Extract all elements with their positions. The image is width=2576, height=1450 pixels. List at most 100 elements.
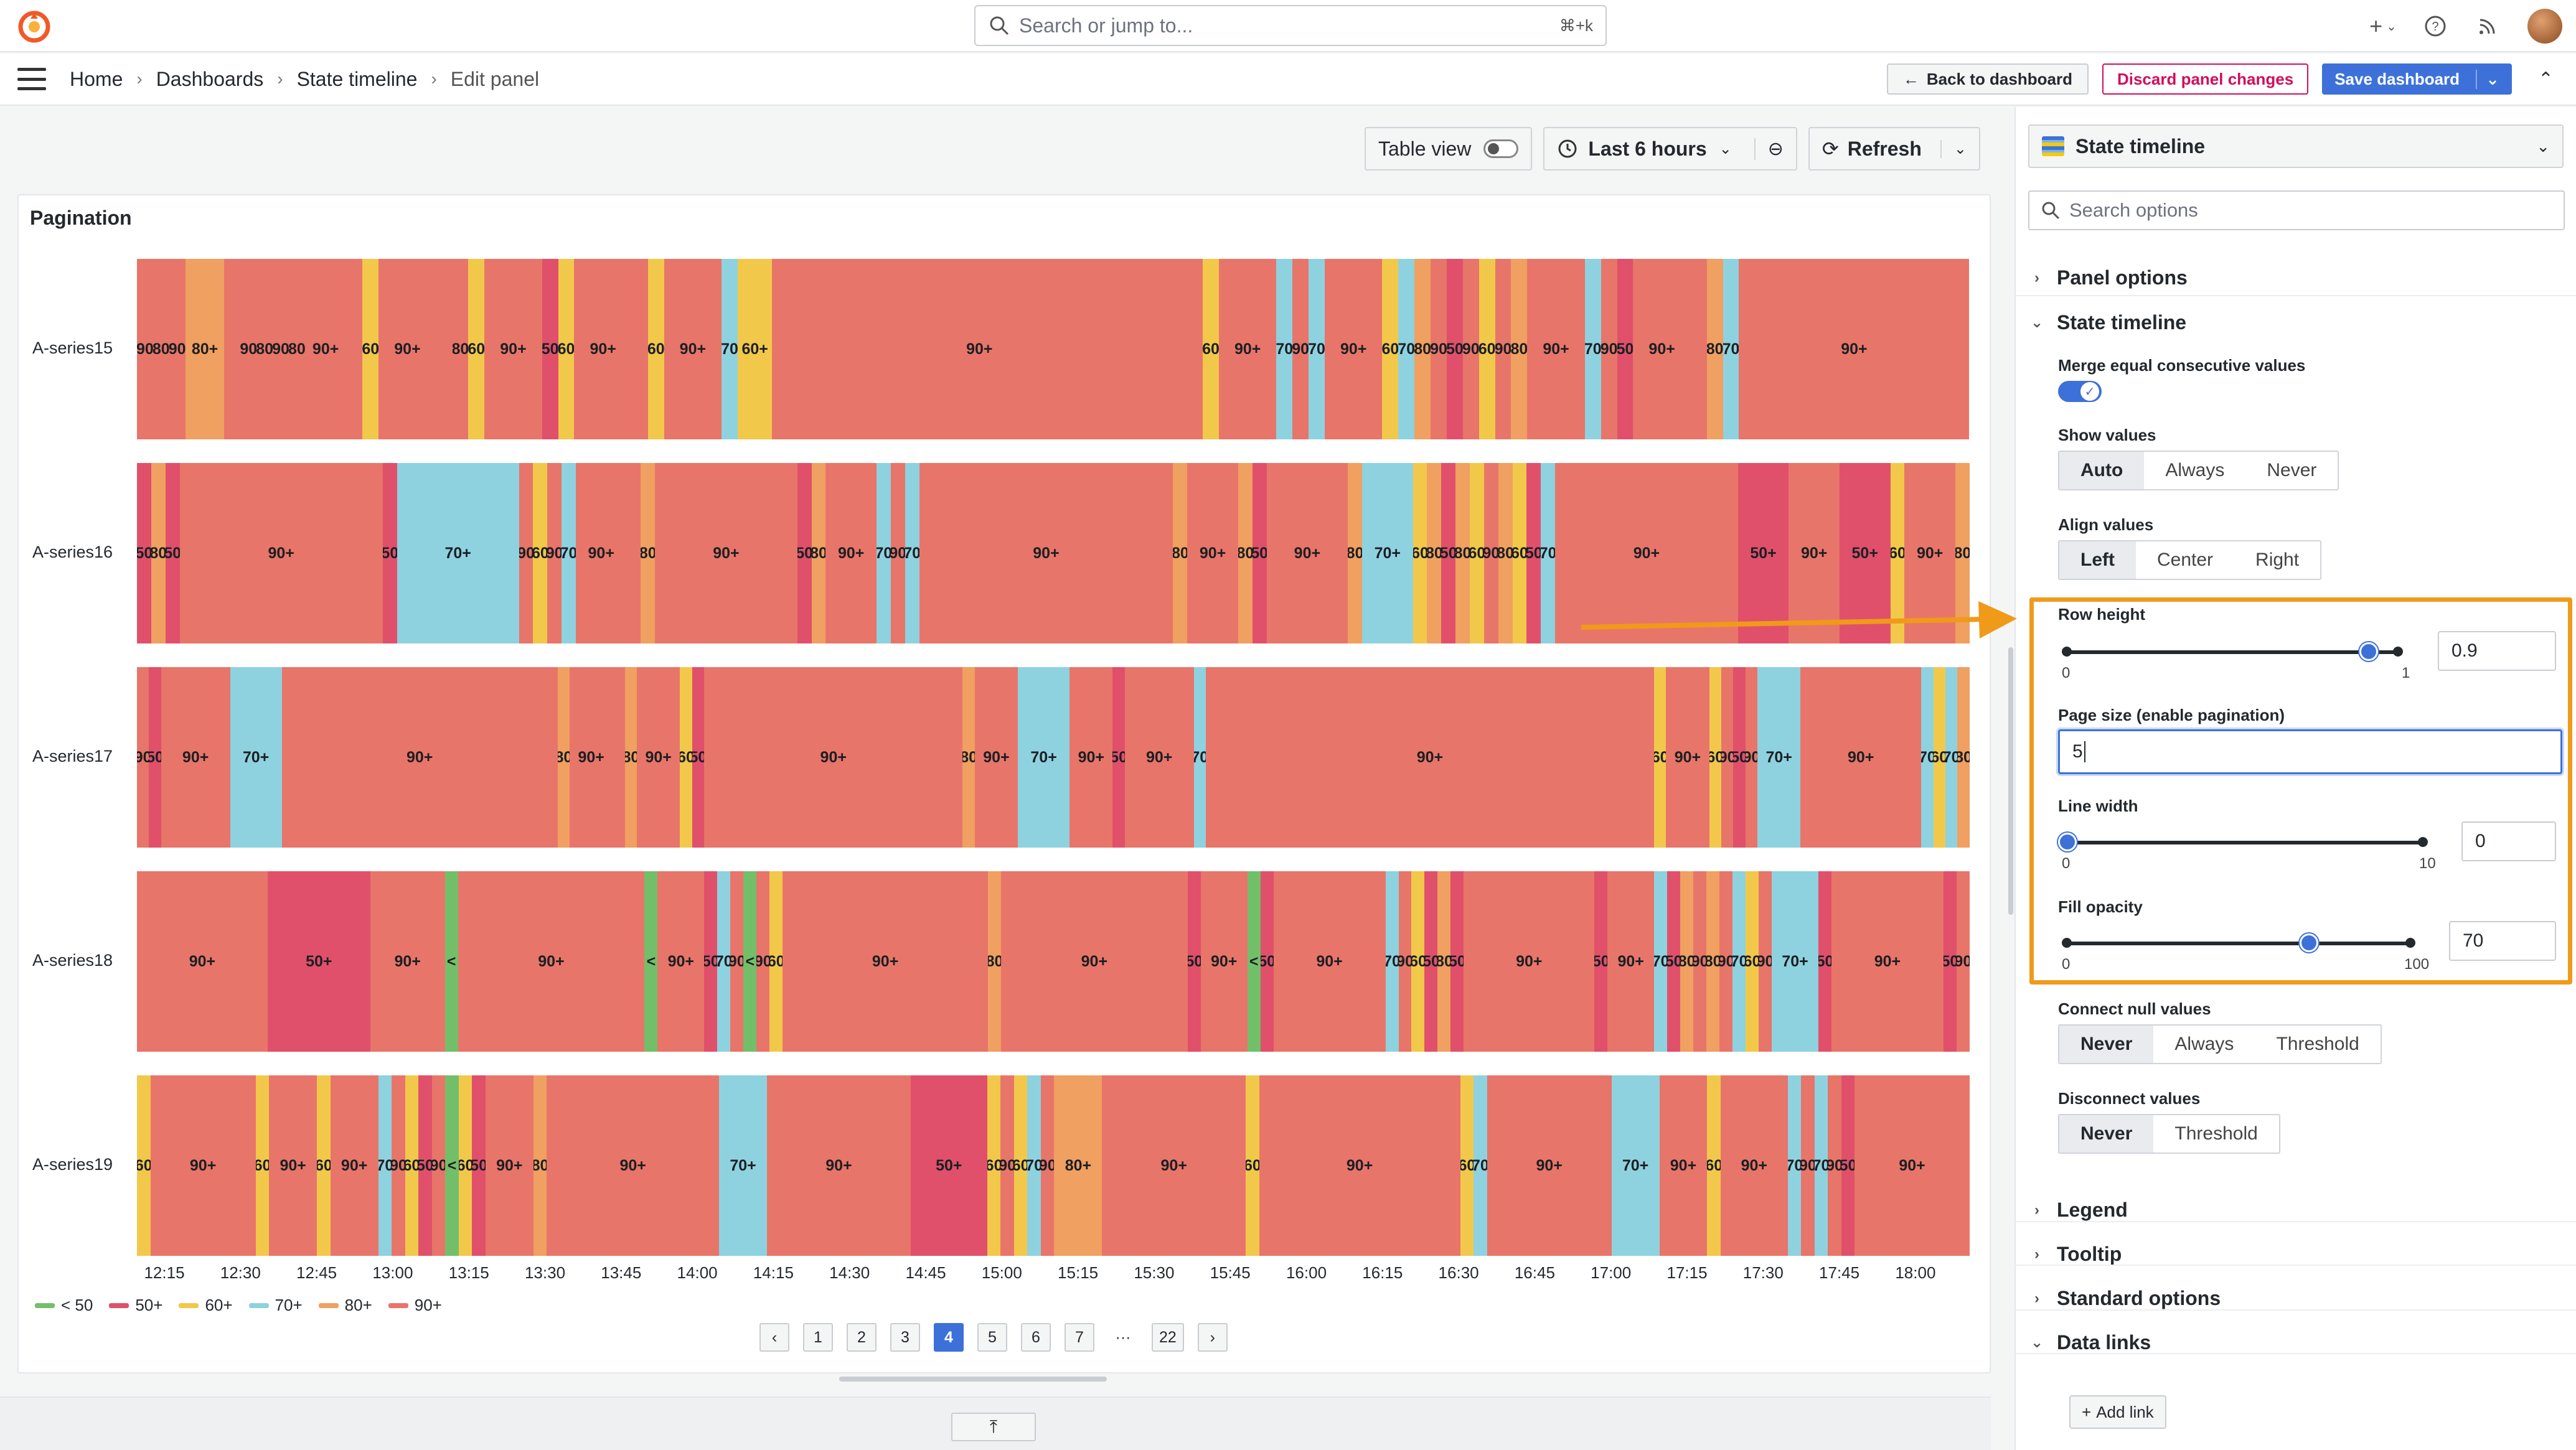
state-segment[interactable]: 50 [165, 463, 180, 643]
state-segment[interactable]: 50+ [267, 871, 370, 1052]
state-segment[interactable]: 70 [562, 463, 576, 643]
state-segment[interactable]: 90 [1745, 667, 1758, 848]
legend-item[interactable]: 60+ [179, 1296, 233, 1315]
page-button[interactable]: 7 [1065, 1323, 1094, 1352]
state-segment[interactable]: 60 [1512, 463, 1527, 643]
state-segment[interactable]: 60 [1413, 463, 1427, 643]
state-segment[interactable]: 50 [797, 463, 812, 643]
state-segment[interactable]: 50 [1187, 871, 1201, 1052]
align-values-option[interactable]: Right [2255, 550, 2300, 570]
refresh-button[interactable]: ⟳ Refresh ⌄ [1808, 127, 1980, 171]
global-search-input[interactable]: Search or jump to... ⌘+k [974, 5, 1607, 46]
back-to-dashboard-button[interactable]: ← Back to dashboard [1886, 63, 2089, 95]
state-segment[interactable]: 90+ [150, 1075, 256, 1256]
state-segment[interactable]: 90 [273, 259, 289, 439]
state-segment[interactable]: 60 [558, 259, 575, 439]
state-segment[interactable]: 50 [1943, 871, 1957, 1052]
state-segment[interactable]: 60 [468, 259, 485, 439]
state-segment[interactable]: 90+ [655, 463, 797, 643]
state-segment[interactable] [436, 259, 453, 439]
state-segment[interactable]: 90+ [1124, 667, 1194, 848]
row-height-slider[interactable] [2058, 642, 2407, 661]
state-segment[interactable]: 90 [1801, 1075, 1815, 1256]
state-segment[interactable]: 60 [1933, 667, 1945, 848]
state-segment[interactable]: 90 [1956, 871, 1970, 1052]
state-segment[interactable] [626, 463, 641, 643]
state-segment[interactable]: 90 [1040, 1075, 1055, 1256]
row-height-input[interactable]: 0.9 [2438, 631, 2556, 671]
state-segment[interactable]: 70 [1921, 667, 1934, 848]
state-segment[interactable]: 50 [418, 1075, 432, 1256]
chevron-down-icon[interactable]: ⌄ [2476, 69, 2499, 89]
state-segment[interactable]: 50 [137, 463, 151, 643]
state-segment[interactable]: 90 [756, 871, 770, 1052]
state-segment[interactable]: 90+ [1720, 1075, 1788, 1256]
state-segment[interactable]: 90 [1601, 259, 1617, 439]
state-segment[interactable]: 90 [1483, 463, 1498, 643]
state-segment[interactable]: 80 [288, 259, 305, 439]
state-segment[interactable]: 60 [1890, 463, 1905, 643]
state-segment[interactable]: 70+ [1611, 1075, 1660, 1256]
state-segment[interactable]: 60 [255, 1075, 270, 1256]
state-segment[interactable] [224, 259, 241, 439]
state-segment[interactable]: 80 [1414, 259, 1431, 439]
state-segment[interactable]: 60 [362, 259, 379, 439]
state-segment[interactable]: 60 [987, 1075, 1001, 1256]
state-segment[interactable]: 80 [962, 667, 975, 848]
page-size-input[interactable]: 5 [2058, 729, 2562, 774]
legend-item[interactable]: < 50 [35, 1296, 93, 1315]
state-segment[interactable]: 90+ [1069, 667, 1113, 848]
state-segment[interactable]: 80+ [185, 259, 225, 439]
chevron-down-icon[interactable]: ⌄ [1940, 139, 1967, 158]
state-segment[interactable]: 80 [1511, 259, 1528, 439]
state-segment[interactable]: 80 [1498, 463, 1513, 643]
state-segment[interactable]: 70 [1541, 463, 1556, 643]
state-segment[interactable]: 90+ [378, 259, 436, 439]
section-data-links[interactable]: ⌄ Data links [2028, 1331, 2151, 1354]
state-segment[interactable]: 50+ [910, 1075, 987, 1256]
state-segment[interactable]: 80 [557, 667, 570, 848]
state-segment[interactable]: 70 [1276, 259, 1293, 439]
state-segment[interactable]: 90+ [330, 1075, 378, 1256]
state-segment[interactable]: 90+ [1633, 259, 1691, 439]
state-segment[interactable]: 90+ [269, 1075, 317, 1256]
state-segment[interactable]: 80 [987, 871, 1001, 1052]
state-segment[interactable]: 50+ [1839, 463, 1891, 643]
state-segment[interactable] [1187, 259, 1203, 439]
page-button[interactable]: 3 [890, 1323, 920, 1352]
state-segment[interactable]: 90+ [767, 1075, 911, 1256]
section-panel-options[interactable]: › Panel options [2028, 266, 2188, 289]
add-new-button[interactable]: + ⌄ [2369, 13, 2397, 39]
state-segment[interactable]: 50 [1252, 463, 1267, 643]
state-segment[interactable]: 70 [1654, 871, 1668, 1052]
fill-opacity-slider[interactable] [2058, 933, 2419, 952]
state-segment[interactable]: 80 [1238, 463, 1253, 643]
state-segment[interactable]: 90+ [1273, 871, 1386, 1052]
state-segment[interactable]: 90+ [704, 667, 963, 848]
visualization-picker[interactable]: State timeline ⌄ [2028, 124, 2564, 168]
menu-icon[interactable] [17, 68, 46, 90]
state-segment[interactable]: 80 [153, 259, 169, 439]
breadcrumb-dashboard[interactable]: State timeline [296, 67, 418, 90]
state-segment[interactable]: 90+ [1527, 259, 1585, 439]
align-values-option[interactable]: Left [2059, 541, 2136, 579]
table-view-toggle[interactable]: Table view [1365, 127, 1533, 171]
state-segment[interactable]: 70+ [719, 1075, 768, 1256]
state-segment[interactable]: 70 [1945, 667, 1958, 848]
horizontal-scrollbar[interactable] [839, 1377, 1107, 1382]
state-segment[interactable]: 60 [1709, 667, 1721, 848]
breadcrumb-home[interactable]: Home [70, 67, 123, 90]
state-segment[interactable]: 90+ [1607, 871, 1655, 1052]
state-segment[interactable]: 90+ [304, 259, 347, 439]
state-segment[interactable]: 70 [1732, 871, 1746, 1052]
state-segment[interactable]: 60 [317, 1075, 331, 1256]
page-button[interactable]: 1 [803, 1323, 833, 1352]
section-legend[interactable]: › Legend [2028, 1199, 2128, 1222]
state-segment[interactable]: 70 [1398, 259, 1415, 439]
state-segment[interactable]: 70+ [1018, 667, 1070, 848]
state-segment[interactable]: 80 [1706, 259, 1723, 439]
state-segment[interactable]: 60 [1653, 667, 1666, 848]
disconnect-option[interactable]: Never [2059, 1115, 2154, 1153]
state-segment[interactable]: 90+ [637, 667, 680, 848]
state-segment[interactable]: 60 [1746, 871, 1759, 1052]
